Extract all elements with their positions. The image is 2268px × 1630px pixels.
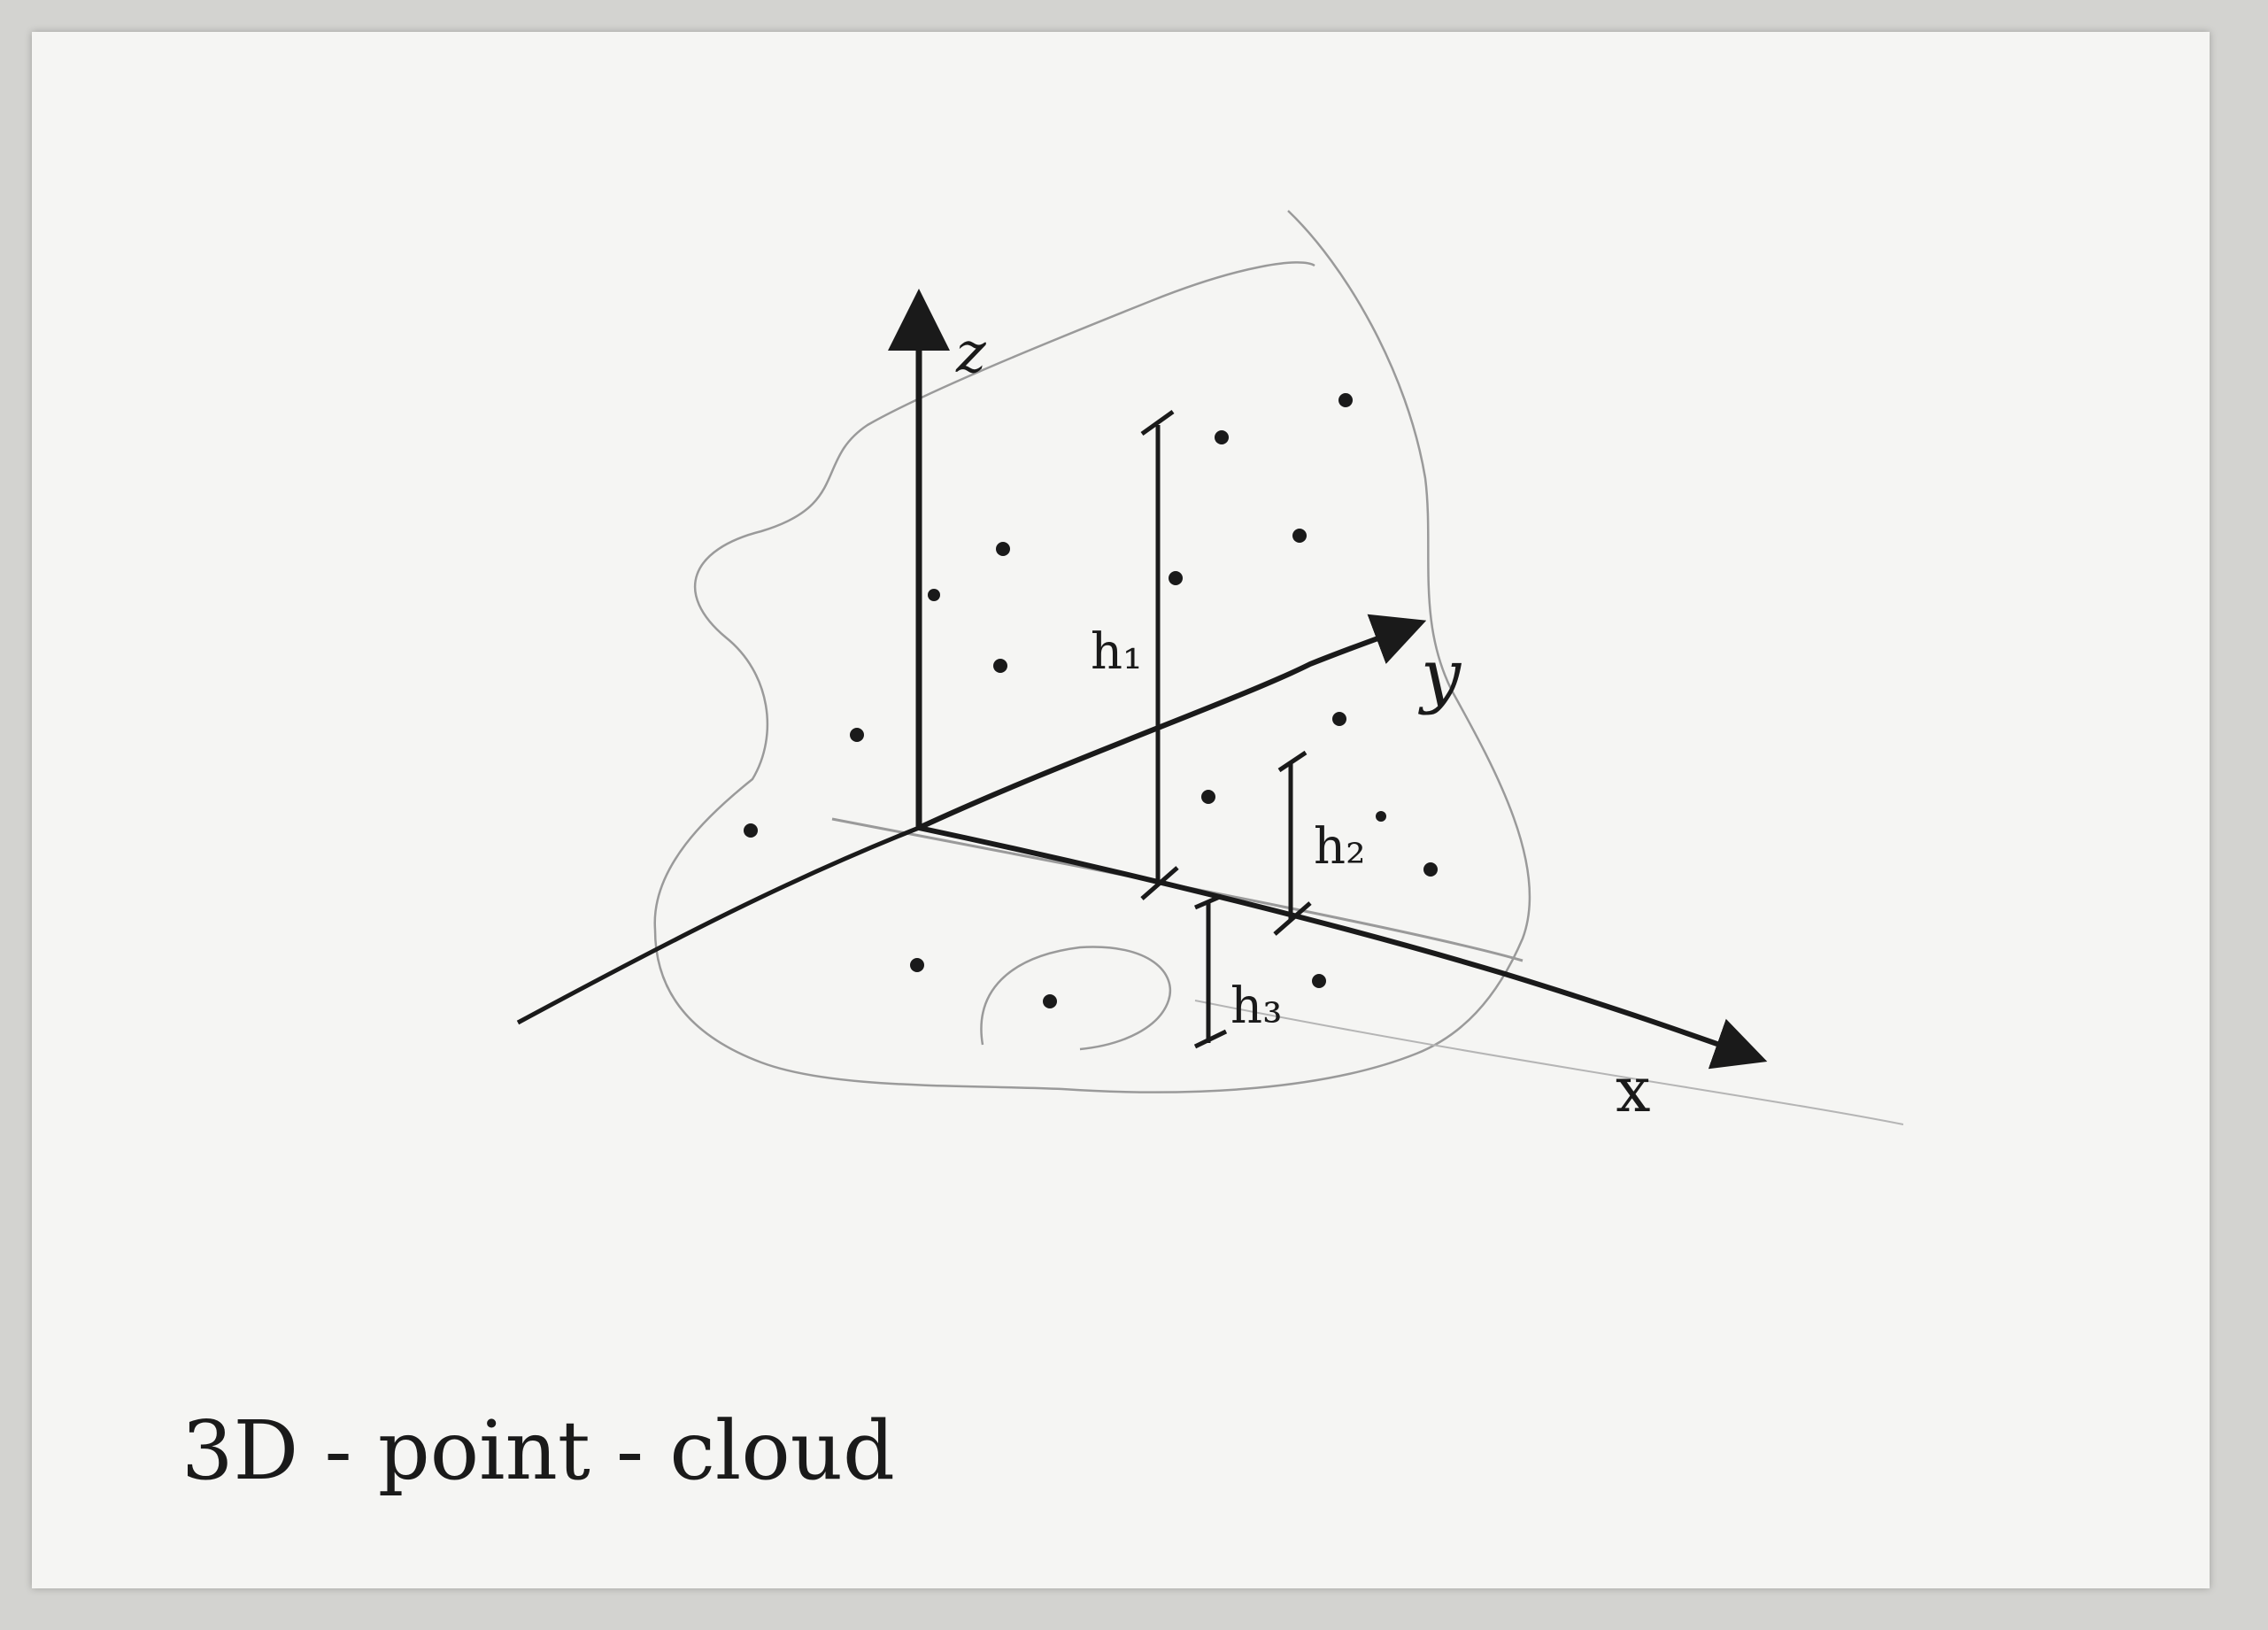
surface-outline [653,210,1531,1093]
h3-bottom-tick [1193,1029,1228,1049]
surface-inner-contour [980,946,1171,1051]
h2-top-tick [1277,750,1308,773]
x-axis-label: x [1616,1054,1650,1126]
point [993,659,1007,673]
point [1338,393,1353,407]
h1-bottom-tick [1140,866,1179,900]
x-axis-negative [516,825,920,1025]
point [1376,811,1386,822]
point [1169,571,1183,585]
point [1312,974,1326,988]
point [1292,529,1307,543]
h2-label: h₂ [1314,818,1366,876]
surface-ground-line-2 [1194,1000,1904,1125]
point [1201,790,1215,804]
y-axis [917,614,1427,830]
h2-bottom-tick [1273,901,1312,936]
point-cloud [744,393,1438,1008]
point [928,589,940,601]
h3-top-tick [1194,893,1223,910]
h1-label: h₁ [1091,623,1143,681]
point [744,823,758,838]
surface-ground-line [831,817,1524,962]
x-axis [918,825,1768,1070]
point [1332,712,1346,726]
point [1043,994,1057,1008]
point [1423,862,1438,877]
paper-card [32,32,2210,1588]
z-axis-label: z [955,321,987,386]
diagram-caption: 3D - point - cloud [181,1403,895,1498]
y-axis-label: y [1418,634,1462,716]
point [1215,430,1229,444]
point [910,958,924,972]
h1-top-tick [1140,409,1175,436]
point [996,542,1010,556]
point [850,728,864,742]
h3-label: h₃ [1230,977,1283,1035]
